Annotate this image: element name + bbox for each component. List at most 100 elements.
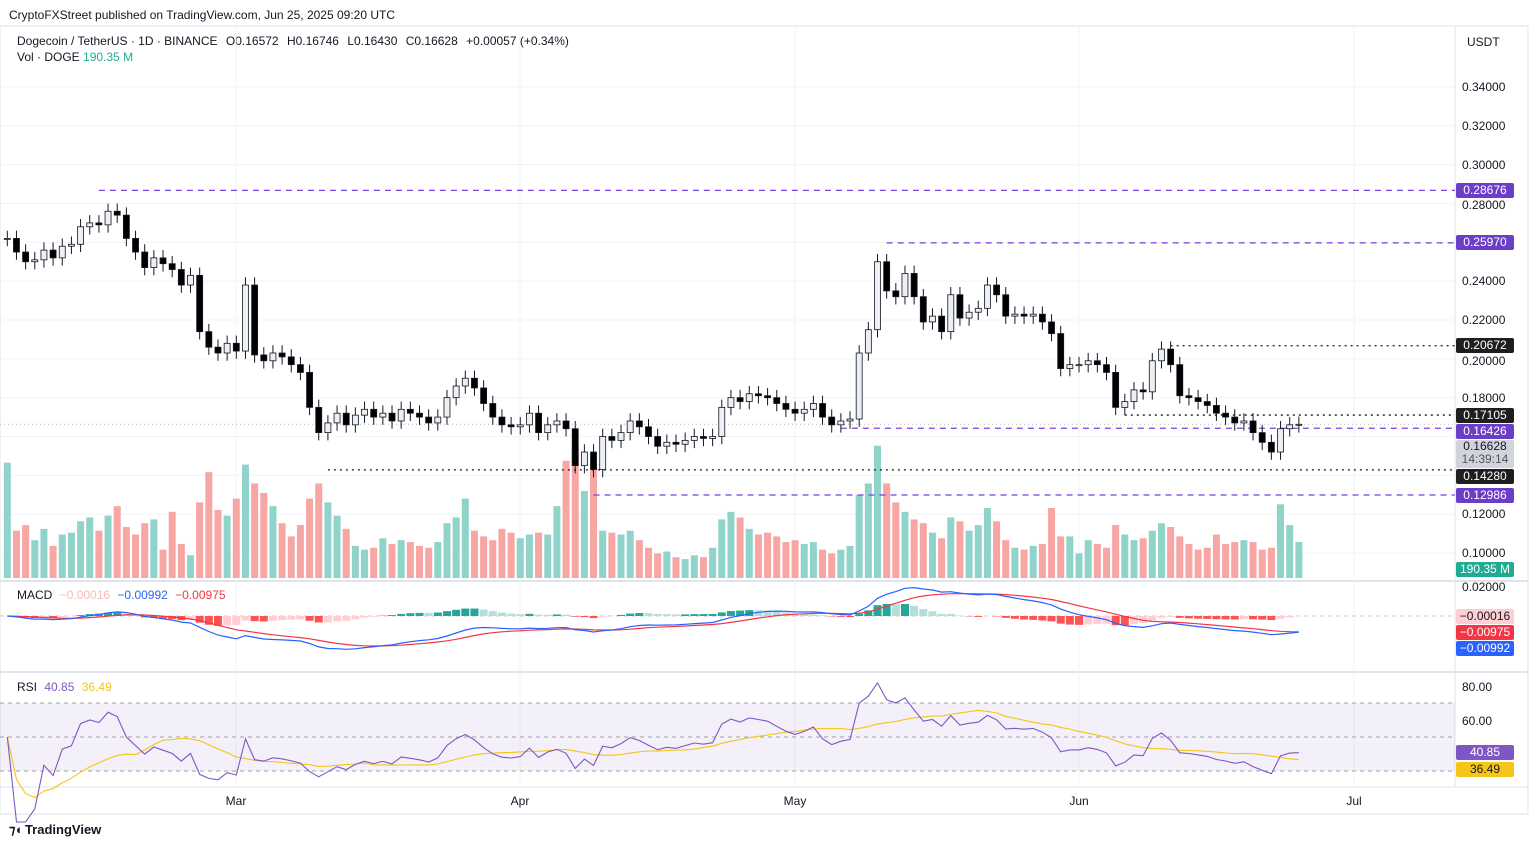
volume-bar (159, 549, 167, 578)
candle-body (901, 272, 909, 298)
volume-bar (443, 523, 451, 578)
y-tick: 0.32000 (1462, 118, 1506, 133)
candle-body (306, 372, 313, 408)
volume-bar (663, 551, 671, 578)
rsi-line (6, 681, 1299, 823)
volume-bar (599, 530, 607, 578)
volume-bar (983, 508, 991, 578)
candle-body (709, 436, 717, 439)
symbol-title[interactable]: Dogecoin / TetherUS · 1D · BINANCE (17, 34, 218, 48)
macd-histogram-bar (195, 616, 204, 623)
volume-bar (1277, 504, 1285, 578)
candle-body (580, 451, 588, 467)
macd-histogram-bar (1111, 616, 1120, 626)
candle-body (690, 436, 698, 441)
macd-histogram-bar (1075, 616, 1084, 625)
volume-bar (1249, 542, 1257, 578)
y-tick: 0.30000 (1462, 157, 1506, 172)
rsi-ma-axis-label: 36.49 (1456, 762, 1514, 777)
volume-bar (141, 523, 149, 578)
candle-body (397, 408, 405, 422)
candle-body (3, 238, 11, 240)
volume-bar (434, 542, 442, 578)
candle-body (938, 315, 946, 333)
level-price-label: 0.20672 (1456, 338, 1514, 354)
volume-bar (3, 462, 11, 578)
macd-histogram-bar (113, 612, 122, 616)
macd-histogram-bar (671, 614, 680, 616)
candle-body (49, 249, 57, 259)
candle-body (86, 222, 94, 228)
macd-histogram-bar (873, 605, 882, 616)
macd-histogram-bar (250, 616, 259, 622)
macd-histogram-bar (562, 614, 571, 616)
candle-body (956, 294, 964, 319)
volume-bar (1020, 549, 1028, 578)
y-tick: 0.12000 (1462, 507, 1506, 522)
last-price: 0.16628 (1463, 438, 1507, 453)
volume-bar (800, 543, 808, 578)
volume-bar (77, 521, 85, 578)
volume-bar (351, 545, 359, 578)
volume-bar (315, 483, 323, 578)
volume-bar (1002, 540, 1010, 578)
macd-histogram-bar (882, 604, 891, 616)
candle-body (764, 395, 771, 399)
candle-body (13, 238, 20, 253)
macd-histogram-bar (1230, 616, 1239, 620)
macd-histogram-bar (415, 612, 424, 616)
candle-body (727, 397, 735, 408)
macd-histogram-bar (479, 609, 488, 616)
candle-body (745, 393, 753, 402)
macd-histogram-bar (351, 616, 360, 620)
macd-histogram-bar (891, 604, 900, 616)
candle-body (846, 418, 854, 422)
candle-body (1167, 348, 1175, 366)
macd-histogram-bar (470, 608, 479, 616)
macd-histogram-bar (1267, 616, 1276, 621)
macd-histogram-bar (763, 610, 772, 616)
candle-body (1185, 395, 1193, 399)
macd-label: MACD (17, 588, 53, 602)
candle-body (1277, 428, 1284, 453)
macd-histogram-bar (507, 613, 516, 616)
macd-histogram-bar (1249, 616, 1258, 620)
volume-bar (49, 545, 57, 578)
volume-bar (1157, 523, 1165, 578)
tradingview-logo[interactable]: ⁊◖ TradingView (9, 822, 101, 838)
macd-histogram-bar (1239, 616, 1248, 620)
candle-body (40, 249, 48, 261)
macd-histogram-bar (846, 616, 855, 618)
volume-bar (461, 498, 469, 578)
volume-bar (425, 547, 433, 578)
candle-body (416, 412, 423, 418)
macd-histogram-bar (58, 616, 67, 618)
macd-histogram-bar (1010, 616, 1019, 619)
candle-body (663, 441, 671, 447)
candle-body (388, 412, 396, 422)
candle-body (635, 420, 643, 428)
macd-histogram-bar (323, 616, 332, 623)
macd-histogram-bar (1166, 616, 1175, 617)
macd-histogram-bar (955, 615, 964, 616)
macd-histogram-bar (1056, 616, 1065, 624)
macd-histogram-bar (104, 612, 113, 616)
macd-histogram-bar (278, 616, 287, 621)
candle-body (974, 307, 982, 313)
volume-bar (1286, 525, 1294, 578)
currency-label[interactable]: USDT (1467, 35, 1500, 49)
macd-histogram-bar (571, 616, 580, 617)
candle-body (919, 296, 927, 323)
macd-histogram-bar (1120, 616, 1129, 626)
volume-bar (296, 525, 304, 578)
candle-body (654, 436, 662, 447)
macd-histogram-bar (864, 610, 873, 616)
candle-body (187, 274, 194, 286)
volume-bar (177, 543, 185, 578)
volume-bar (1066, 536, 1074, 578)
candle-body (883, 261, 891, 292)
macd-histogram-bar (974, 616, 983, 617)
volume-bar (855, 494, 863, 578)
candle-body (214, 346, 222, 354)
